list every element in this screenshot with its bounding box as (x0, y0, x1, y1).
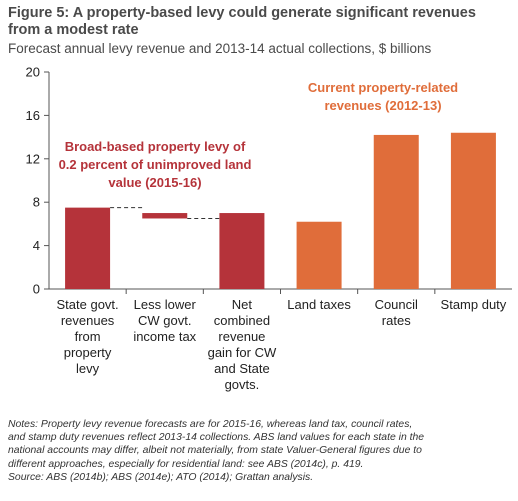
x-tick-label: combined (214, 313, 270, 328)
x-tick-label: rates (382, 313, 411, 328)
annotation-label: 0.2 percent of unimproved land (59, 157, 252, 172)
bar (450, 132, 496, 289)
chart-title: Figure 5: A property-based levy could ge… (8, 5, 476, 38)
x-tick-label: property (64, 345, 112, 360)
annotation-label: value (2015-16) (108, 175, 201, 190)
annotation-label: Current property-related (308, 80, 458, 95)
x-tick-label: Council (375, 297, 418, 312)
y-tick-label: 0 (33, 282, 40, 297)
x-tick-label: gain for CW (208, 345, 277, 360)
y-tick-label: 4 (33, 238, 40, 253)
y-tick-label: 16 (26, 108, 40, 123)
x-tick-label: Land taxes (287, 297, 351, 312)
bar (219, 213, 265, 289)
y-tick-label: 8 (33, 195, 40, 210)
bar-chart: 0 4 8 12 16 20 State govt.revenuesfromproperty… (26, 65, 512, 392)
y-tick-label: 12 (26, 151, 40, 166)
x-tick-label: revenue (218, 329, 265, 344)
bar (65, 207, 111, 289)
bar (373, 134, 419, 289)
y-tick-label: 20 (26, 65, 40, 80)
x-tick-label: Less lower (134, 297, 197, 312)
chart-notes: Notes: Property levy revenue forecasts a… (8, 418, 513, 484)
x-tick-label: govts. (225, 377, 260, 392)
chart-subtitle: Forecast annual levy revenue and 2013-14… (8, 41, 432, 56)
annotation-label: revenues (2012-13) (324, 98, 441, 113)
x-tick-label: and State (214, 361, 270, 376)
note-line: Notes: Property levy revenue forecasts a… (8, 419, 413, 430)
x-tick-label: levy (76, 361, 100, 376)
note-line: national accounts may differ, albeit not… (8, 445, 422, 457)
x-tick-label: State govt. (57, 297, 119, 312)
source-line: Source: ABS (2014b); ABS (2014e); ATO (2… (8, 471, 314, 483)
x-tick-label: revenues (61, 313, 115, 328)
bar (296, 221, 342, 289)
annotation-label: Broad-based property levy of (65, 139, 246, 154)
x-tick-label: CW govt. (138, 313, 191, 328)
x-tick-label: from (75, 329, 101, 344)
note-line: different approaches, especially for res… (8, 458, 364, 470)
note-line: and stamp duty revenues reflect 2013-14 … (8, 432, 425, 444)
bar (142, 213, 188, 219)
x-tick-label: Stamp duty (441, 297, 507, 312)
x-tick-label: Net (232, 297, 253, 312)
x-tick-label: income tax (133, 329, 196, 344)
